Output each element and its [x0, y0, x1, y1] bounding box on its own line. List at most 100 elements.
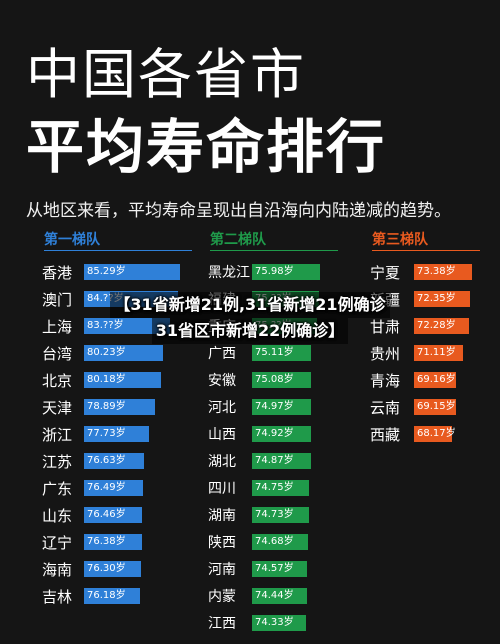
tier3-row: 贵州 71.11岁: [370, 341, 480, 368]
life-expectancy-bar: 80.18岁: [84, 372, 161, 388]
tier1-header-label: 第一梯队: [44, 232, 100, 248]
region-name: 贵州: [370, 345, 401, 363]
region-name: 香港: [42, 264, 73, 282]
region-name: 安徽: [208, 373, 236, 389]
life-expectancy-bar: 85.29岁: [84, 264, 180, 280]
region-name: 湖北: [208, 454, 236, 470]
life-expectancy-bar: 71.11岁: [414, 345, 463, 361]
tier3-header-label: 第三梯队: [372, 232, 428, 248]
tier2-row: 河北 74.97岁: [208, 395, 338, 422]
life-expectancy-bar: 76.49岁: [84, 480, 143, 496]
tier2-row: 湖南 74.73岁: [208, 503, 338, 530]
life-expectancy-bar: 76.30岁: [84, 561, 141, 577]
region-name: 吉林: [42, 588, 73, 606]
tier2-row: 江西 74.33岁: [208, 611, 338, 638]
tier2-row: 黑龙江 75.98岁: [208, 260, 338, 287]
region-name: 江苏: [42, 453, 73, 471]
tier2-row: 陕西 74.68岁: [208, 530, 338, 557]
tier1-row: 江苏 76.63岁: [42, 449, 192, 476]
life-expectancy-bar: 72.28岁: [414, 318, 469, 334]
life-expectancy-bar: 76.63岁: [84, 453, 144, 469]
life-expectancy-bar: 75.08岁: [252, 372, 311, 388]
tier1-row: 北京 80.18岁: [42, 368, 192, 395]
region-name: 广西: [208, 346, 236, 362]
tier2-row: 山西 74.92岁: [208, 422, 338, 449]
headline-overlay-line2: 31省区市新增22例确诊】: [151, 318, 349, 344]
life-expectancy-bar: 74.73岁: [252, 507, 309, 523]
region-name: 甘肃: [370, 318, 401, 336]
region-name: 辽宁: [42, 534, 73, 552]
tier1-row: 广东 76.49岁: [42, 476, 192, 503]
region-name: 台湾: [42, 345, 73, 363]
page-subtitle: 从地区来看，平均寿命呈现出自沿海向内陆递减的趋势。: [26, 201, 451, 221]
life-expectancy-bar: 74.87岁: [252, 453, 311, 469]
tier1-row: 吉林 76.18岁: [42, 584, 192, 611]
tier2-row: 安徽 75.08岁: [208, 368, 338, 395]
tier2-header-underline: [210, 250, 338, 251]
region-name: 青海: [370, 372, 401, 390]
region-name: 山西: [208, 427, 236, 443]
tier1-row: 天津 78.89岁: [42, 395, 192, 422]
page-title-line2: 平均寿命排行: [26, 113, 387, 181]
tier1-rows: 香港 85.29岁 澳门 84.??岁 上海 83.??岁 台湾 80.23岁 北京 80.18岁…: [42, 260, 192, 611]
tier1-row: 台湾 80.23岁: [42, 341, 192, 368]
life-expectancy-bar: 69.16岁: [414, 372, 456, 388]
region-name: 广东: [42, 480, 73, 498]
life-expectancy-bar: 77.73岁: [84, 426, 149, 442]
tier1-row: 香港 85.29岁: [42, 260, 192, 287]
life-expectancy-bar: 80.23岁: [84, 345, 163, 361]
region-name: 四川: [208, 481, 236, 497]
life-expectancy-bar: 78.89岁: [84, 399, 155, 415]
region-name: 云南: [370, 399, 401, 417]
region-name: 湖南: [208, 508, 236, 524]
tier3-row: 西藏 68.17岁: [370, 422, 480, 449]
tier1-row: 山东 76.46岁: [42, 503, 192, 530]
tier3-row: 青海 69.16岁: [370, 368, 480, 395]
life-expectancy-bar: 68.17岁: [414, 426, 456, 442]
region-name: 河南: [208, 562, 236, 578]
region-name: 海南: [42, 561, 73, 579]
tier1-row: 海南 76.30岁: [42, 557, 192, 584]
life-expectancy-bar: 74.68岁: [252, 534, 308, 550]
tier3-row: 宁夏 73.38岁: [370, 260, 480, 287]
life-expectancy-bar: 83.??岁: [84, 318, 170, 334]
region-name: 山东: [42, 507, 73, 525]
life-expectancy-bar: 74.33岁: [252, 615, 306, 631]
life-expectancy-bar: 75.11岁: [252, 345, 311, 361]
tier3-row: 甘肃 72.28岁: [370, 314, 480, 341]
tier3-rows: 宁夏73.38岁新疆72.35岁甘肃72.28岁贵州71.11岁青海69.16岁…: [370, 260, 480, 449]
life-expectancy-bar: 74.97岁: [252, 399, 311, 415]
tier1-column: 第一梯队 香港 85.29岁 澳门 84.??岁 上海 83.??岁 台湾 80.23岁 北京 8…: [42, 230, 192, 611]
tier1-row: 浙江 77.73岁: [42, 422, 192, 449]
life-expectancy-bar: 74.75岁: [252, 480, 309, 496]
tier1-row: 上海 83.??岁: [42, 314, 192, 341]
life-expectancy-bar: 74.44岁: [252, 588, 307, 604]
tier3-header-underline: [372, 250, 480, 251]
region-name: 内蒙: [208, 589, 236, 605]
life-expectancy-bar: 74.57岁: [252, 561, 307, 577]
headline-overlay: 【31省新增21例,31省新增21例确诊 31省区市新增22例确诊】: [0, 292, 500, 344]
life-expectancy-bar: 76.38岁: [84, 534, 142, 550]
region-name: 北京: [42, 372, 73, 390]
tier3-row: 云南 69.15岁: [370, 395, 480, 422]
region-name: 西藏: [370, 426, 401, 444]
region-name: 浙江: [42, 426, 73, 444]
tier1-row: 辽宁 76.38岁: [42, 530, 192, 557]
tier3-header: 第三梯队: [370, 230, 480, 251]
tier2-row: 内蒙 74.44岁: [208, 584, 338, 611]
page-title-line1: 中国各省市: [26, 43, 306, 106]
tier2-row: 四川 74.75岁: [208, 476, 338, 503]
life-expectancy-bar: 76.46岁: [84, 507, 142, 523]
life-expectancy-bar: 75.98岁: [252, 264, 320, 280]
life-expectancy-bar: 76.18岁: [84, 588, 140, 604]
life-expectancy-bar: 69.15岁: [414, 399, 456, 415]
region-name: 宁夏: [370, 264, 401, 282]
region-name: 黑龙江: [208, 265, 250, 281]
life-expectancy-bar: 73.38岁: [414, 264, 472, 280]
tier3-column: 第三梯队 宁夏73.38岁新疆72.35岁甘肃72.28岁贵州71.11岁青海6…: [370, 230, 480, 449]
tier2-header: 第二梯队: [208, 230, 338, 251]
tier2-row: 广西 75.11岁: [208, 341, 338, 368]
tier2-row: 河南 74.57岁: [208, 557, 338, 584]
region-name: 天津: [42, 399, 73, 417]
life-expectancy-bar: 74.92岁: [252, 426, 311, 442]
